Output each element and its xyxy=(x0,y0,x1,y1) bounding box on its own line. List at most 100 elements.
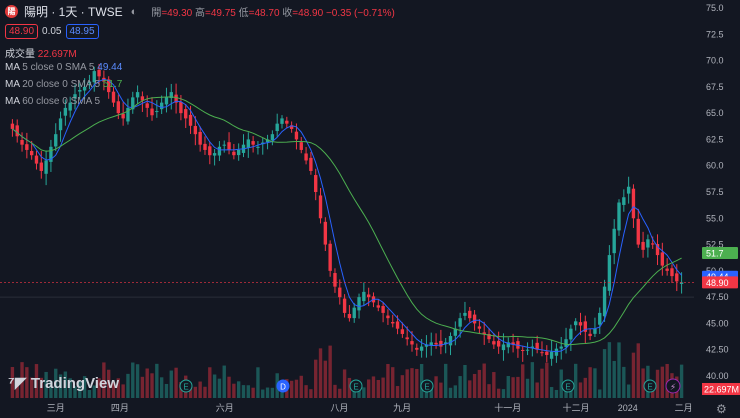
event-marker[interactable]: E xyxy=(643,379,657,393)
volume-bar xyxy=(323,360,328,398)
candle-body xyxy=(145,103,149,108)
y-tick-label: 72.5 xyxy=(706,29,724,39)
candle-body xyxy=(521,349,525,351)
symbol-title[interactable]: 陽明 · 1天 · TWSE xyxy=(24,5,123,19)
volume-bar xyxy=(73,386,77,398)
volume-bar xyxy=(241,385,246,398)
volume-bar xyxy=(294,379,299,398)
ma5-name: MA xyxy=(5,62,20,73)
volume-bar xyxy=(472,373,477,398)
x-tick-label: 三月 xyxy=(47,403,65,413)
tradingview-brand: TradingView xyxy=(30,374,119,392)
candle-body xyxy=(126,107,130,122)
volume-bar xyxy=(20,362,24,398)
candle-body xyxy=(92,71,96,83)
svg-text:D: D xyxy=(280,383,286,392)
candle-body xyxy=(352,307,356,319)
candle-body xyxy=(246,139,250,148)
spread-value: 0.05 xyxy=(42,26,62,37)
volume-bar xyxy=(217,378,222,398)
ohlc-key: 收 xyxy=(282,8,293,19)
candle-body xyxy=(39,162,43,171)
volume-bar xyxy=(347,377,352,398)
ma20-legend[interactable]: MA 20 close 0 SMA 5 51.7 xyxy=(5,79,122,90)
svg-text:E: E xyxy=(353,383,358,392)
candle-body xyxy=(121,113,125,119)
candle-body xyxy=(289,125,294,129)
ma5-legend[interactable]: MA 5 close 0 SMA 5 49.44 xyxy=(5,62,122,73)
buy-button[interactable]: 48.95 xyxy=(65,24,99,39)
event-marker[interactable]: E xyxy=(349,379,363,393)
volume-legend[interactable]: 成交量 22.697M xyxy=(5,45,77,60)
symbol-legend: 陽 陽明 · 1天 · TWSE ◐ 開=49.30 高=49.75 低=48.… xyxy=(5,3,395,20)
candle-body xyxy=(49,146,53,162)
volume-bar xyxy=(419,364,424,398)
volume-bar xyxy=(203,386,207,398)
candle-body xyxy=(150,108,154,116)
candle-body xyxy=(155,111,159,113)
volume-bar xyxy=(448,387,453,398)
lightning-glyph: ⚡ xyxy=(670,382,676,392)
candle-body xyxy=(439,340,443,347)
candle-body xyxy=(159,102,164,110)
volume-bar xyxy=(212,374,217,398)
volume-bar xyxy=(655,369,660,398)
event-marker[interactable]: E xyxy=(420,379,434,393)
candle-body xyxy=(285,120,289,124)
settings-gear-icon[interactable]: ⚙ xyxy=(716,402,727,416)
candle-body xyxy=(554,348,559,356)
volume-bar xyxy=(415,368,419,398)
volume-bar xyxy=(92,385,96,398)
volume-bar xyxy=(578,382,583,398)
volume-bar xyxy=(371,376,376,398)
candle-body xyxy=(468,310,472,319)
volume-bar xyxy=(602,349,607,398)
volume-bar xyxy=(174,367,178,398)
trade-buttons: 48.90 0.05 48.95 xyxy=(5,24,99,39)
candle-body xyxy=(164,97,169,105)
candle-body xyxy=(391,322,395,324)
volume-bar xyxy=(256,367,260,398)
volume-bar xyxy=(434,376,438,398)
volume-bar xyxy=(111,382,116,398)
event-marker[interactable]: E xyxy=(179,379,193,393)
volume-bar xyxy=(87,389,92,398)
candle-body xyxy=(424,344,429,347)
volume-bar xyxy=(333,384,337,398)
volume-bar xyxy=(39,377,43,398)
candle-body xyxy=(107,79,111,93)
volume-bar xyxy=(121,384,125,398)
candle-body xyxy=(333,273,337,287)
event-marker[interactable]: D xyxy=(276,379,290,393)
ma60-legend[interactable]: MA 60 close 0 SMA 5 xyxy=(5,96,100,107)
candle-body xyxy=(270,134,275,141)
y-tick-label: 45.00 xyxy=(706,318,729,328)
ohlc-value: −0.35 (−0.71%) xyxy=(325,8,395,19)
volume-bar xyxy=(651,387,655,398)
candle-body xyxy=(453,328,458,336)
volume-bar xyxy=(612,360,616,398)
candle-body xyxy=(34,155,39,164)
volume-bar xyxy=(463,364,467,398)
candle-body xyxy=(549,351,554,359)
candle-body xyxy=(458,318,462,327)
x-tick-label: 十二月 xyxy=(563,402,590,413)
candle-body xyxy=(641,241,645,250)
candle-body xyxy=(578,322,583,326)
volume-bar xyxy=(150,373,154,398)
candle-body xyxy=(188,114,193,126)
candle-body xyxy=(82,86,87,91)
event-marker[interactable]: E xyxy=(561,379,575,393)
hide-icon[interactable]: ◐ xyxy=(130,5,138,18)
sell-button[interactable]: 48.90 xyxy=(5,24,39,39)
candle-body xyxy=(675,273,679,282)
volume-bar xyxy=(386,364,390,398)
candle-body xyxy=(651,243,655,245)
volume-label: 成交量 xyxy=(5,49,35,60)
ma60-params: 60 close 0 SMA 5 xyxy=(22,96,101,107)
candle-body xyxy=(198,131,202,145)
ohlc-value: =49.30 xyxy=(161,8,195,19)
candle-body xyxy=(169,92,173,99)
candle-body xyxy=(366,294,371,298)
